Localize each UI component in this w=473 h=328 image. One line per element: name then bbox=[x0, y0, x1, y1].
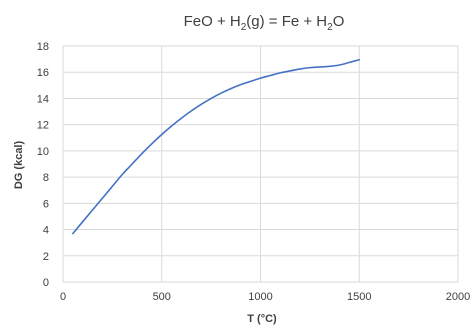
x-tick-label: 1000 bbox=[248, 291, 272, 303]
x-tick-labels: 0 500 1000 1500 2000 bbox=[60, 291, 470, 303]
title-subscript: 2 bbox=[327, 22, 333, 33]
y-tick-label: 2 bbox=[43, 251, 49, 263]
x-tick-label: 500 bbox=[153, 291, 171, 303]
chart-title: FeO + H2(g) = Fe + H2O bbox=[184, 13, 345, 33]
title-part: FeO + H bbox=[184, 13, 241, 30]
title-subscript: 2 bbox=[241, 22, 247, 33]
y-tick-label: 14 bbox=[37, 93, 49, 105]
series-line bbox=[72, 58, 361, 235]
title-part: O bbox=[333, 13, 345, 30]
x-tick-label: 0 bbox=[60, 291, 66, 303]
x-tick-label: 1500 bbox=[347, 291, 371, 303]
x-axis-label: T (°C) bbox=[247, 313, 277, 325]
y-tick-label: 10 bbox=[37, 146, 49, 158]
y-tick-label: 4 bbox=[43, 225, 49, 237]
y-tick-label: 12 bbox=[37, 120, 49, 132]
title-part: (g) = Fe + H bbox=[246, 13, 327, 30]
y-tick-label: 6 bbox=[43, 198, 49, 210]
y-tick-labels: 0 2 4 6 8 10 12 14 16 18 bbox=[37, 41, 49, 289]
y-tick-label: 8 bbox=[43, 172, 49, 184]
x-gridlines bbox=[62, 46, 459, 282]
x-tick-label: 2000 bbox=[446, 291, 470, 303]
y-tick-label: 18 bbox=[37, 41, 49, 53]
y-tick-label: 16 bbox=[37, 67, 49, 79]
y-axis-label: DG (kcal) bbox=[13, 141, 25, 190]
y-tick-label: 0 bbox=[43, 277, 49, 289]
